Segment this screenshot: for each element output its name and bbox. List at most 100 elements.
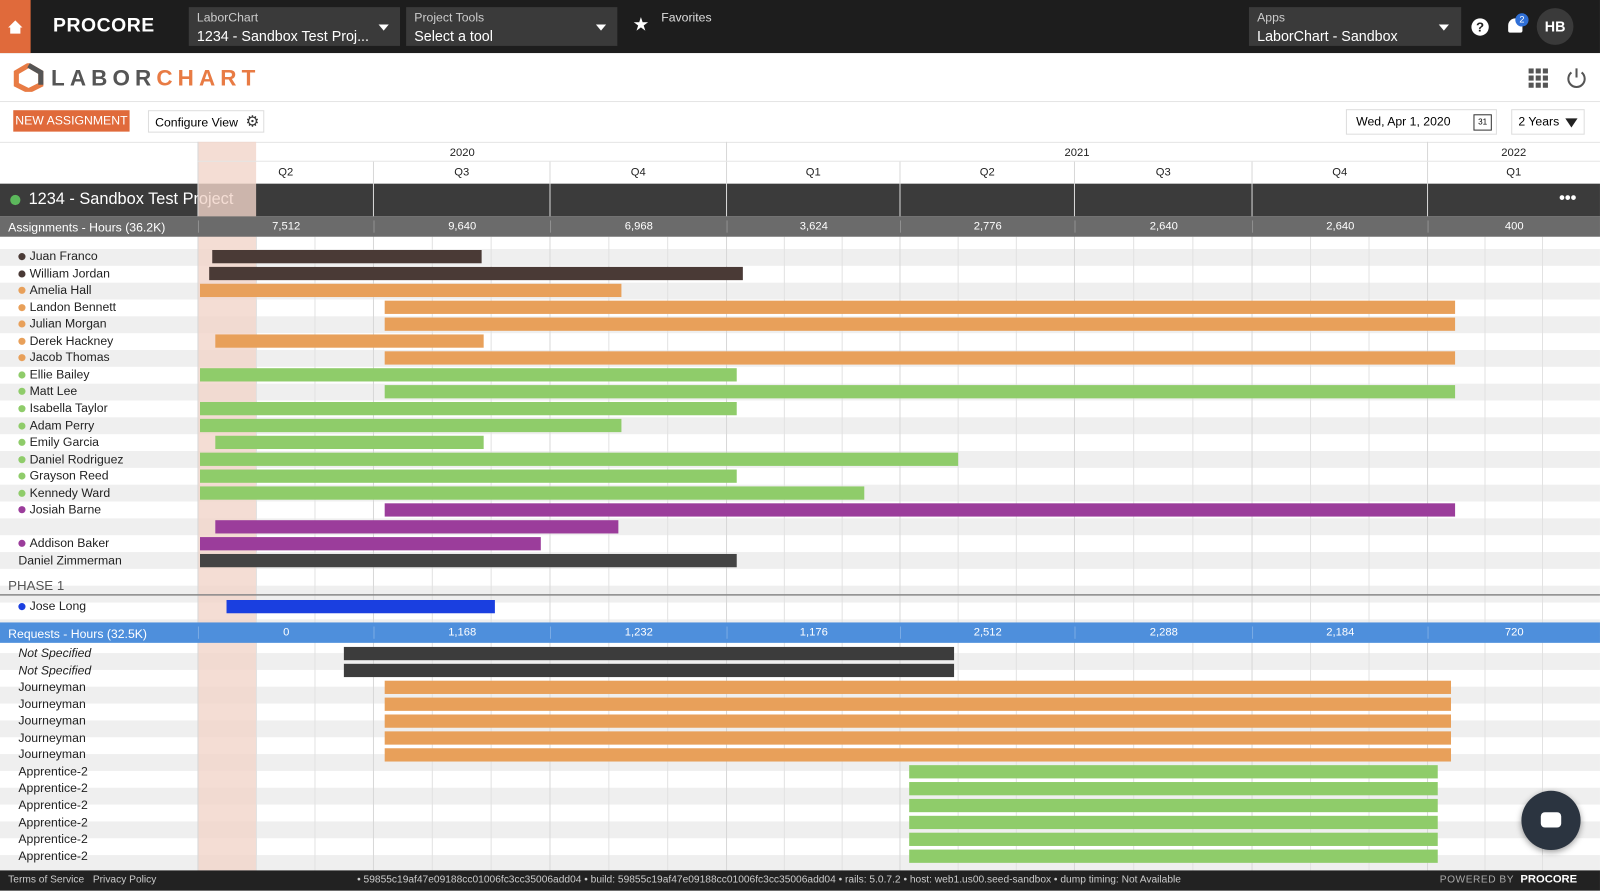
home-button[interactable]	[0, 0, 31, 54]
avatar[interactable]: HB	[1536, 8, 1574, 45]
assignment-bar	[199, 418, 622, 433]
project-select[interactable]: LaborChart 1234 - Sandbox Test Proj...	[188, 7, 400, 46]
power-icon[interactable]	[1565, 66, 1587, 88]
hours-value: 3,624	[726, 220, 900, 233]
quarter-label: Q3	[454, 166, 470, 179]
request-bar	[909, 815, 1438, 830]
assignee-name[interactable]: Adam Perry	[29, 417, 95, 433]
new-assignment-button[interactable]: NEW ASSIGNMENT	[13, 110, 130, 132]
requests-bar-label: Requests - Hours (32.5K)	[8, 626, 148, 641]
status-dot	[18, 489, 26, 497]
status-dot	[18, 388, 26, 396]
assignment-bar	[215, 334, 484, 348]
home-icon	[8, 20, 23, 34]
hours-value: 1,168	[373, 626, 550, 639]
request-name[interactable]: Journeyman	[18, 713, 86, 728]
assignee-name[interactable]: Daniel Rodriguez	[29, 451, 124, 466]
label: Configure View	[155, 115, 238, 130]
star-icon[interactable]: ★	[632, 14, 650, 35]
request-name[interactable]: Apprentice-2	[18, 831, 88, 846]
assignee-name[interactable]: Landon Bennett	[29, 299, 117, 314]
assignment-bar	[199, 283, 622, 298]
status-dot	[18, 438, 26, 446]
terms-link[interactable]: Terms of Service	[8, 874, 85, 886]
caret	[1565, 118, 1578, 128]
request-name[interactable]: Not Specified	[18, 662, 92, 678]
assignee-name[interactable]: Matt Lee	[29, 384, 78, 399]
request-name[interactable]: Journeyman	[18, 696, 86, 711]
request-name[interactable]: Not Specified	[18, 645, 92, 661]
request-name[interactable]: Apprentice-2	[18, 764, 88, 779]
assignee-name[interactable]: William Jordan	[29, 265, 110, 281]
range: 2 Years	[1518, 114, 1560, 129]
value: 1234 - Sandbox Test Proj...	[196, 27, 370, 44]
assignee-name[interactable]: Jose Long	[29, 598, 87, 614]
assignment-bar	[199, 452, 959, 466]
request-bar	[384, 714, 1452, 728]
assignment-bar	[199, 537, 541, 551]
favorites[interactable]: Favorites	[661, 10, 712, 25]
hours-value: 7,512	[197, 220, 374, 233]
hours-value: 2,640	[1074, 220, 1252, 233]
project-menu[interactable]: •••	[1559, 189, 1577, 208]
assignee-name[interactable]: Derek Hackney	[29, 333, 114, 348]
assignee-name[interactable]: Amelia Hall	[29, 282, 92, 298]
request-name[interactable]: Journeyman	[18, 679, 86, 694]
hours-value: 2,288	[1074, 626, 1252, 639]
app-header: LABORCHART	[0, 53, 1600, 103]
request-bar	[384, 731, 1452, 745]
request-name[interactable]: Apprentice-2	[18, 848, 88, 863]
assignee-name[interactable]: Grayson Reed	[29, 468, 109, 483]
assignments-bar	[0, 216, 1600, 237]
assignment-bar	[212, 249, 482, 264]
apps-grid-icon[interactable]	[1528, 68, 1549, 88]
tool-select[interactable]: Project Tools Select a tool	[406, 7, 618, 46]
range-select[interactable]: 2 Years	[1511, 109, 1585, 135]
date-picker[interactable]: Wed, Apr 1, 2020 31	[1345, 109, 1497, 135]
assignee-name[interactable]: Jacob Thomas	[29, 350, 110, 365]
year-label: 2022	[1501, 146, 1527, 160]
assignment-bar	[384, 351, 1456, 365]
hours-value: 2,640	[1252, 220, 1428, 233]
apps-select[interactable]: Apps LaborChart - Sandbox	[1248, 7, 1462, 46]
hours-value: 720	[1427, 626, 1600, 639]
assignee-name[interactable]: Emily Garcia	[29, 434, 99, 450]
help-icon[interactable]: ?	[1471, 18, 1489, 36]
assignment-bar	[209, 266, 743, 281]
caret	[1438, 24, 1449, 31]
assignee-name[interactable]: Ellie Bailey	[29, 367, 90, 382]
assignee-name[interactable]: Isabella Taylor	[29, 400, 108, 416]
footer: Terms of Service Privacy Policy • 59855c…	[0, 870, 1600, 891]
request-name[interactable]: Journeyman	[18, 730, 86, 745]
chat-button[interactable]	[1521, 790, 1581, 850]
assignee-name[interactable]: Julian Morgan	[29, 316, 107, 331]
assignee-name[interactable]: Addison Baker	[29, 536, 110, 551]
build-info: • 59855c19af47e09188cc01006fc3cc35006add…	[357, 874, 1181, 886]
status-dot	[18, 286, 26, 294]
request-name[interactable]: Journeyman	[18, 747, 86, 762]
powered-by: POWERED BY	[1439, 874, 1515, 886]
chat-icon	[1540, 812, 1562, 828]
status-dot	[18, 506, 26, 514]
request-name[interactable]: Apprentice-2	[18, 781, 88, 796]
assignee-name[interactable]: Josiah Barne	[29, 502, 102, 517]
hours-value: 1,176	[726, 626, 900, 639]
assignee-name[interactable]: Juan Franco	[29, 248, 98, 264]
project-name[interactable]: 1234 - Sandbox Test Project	[28, 190, 234, 209]
year-label: 2021	[1064, 146, 1090, 160]
logo-text: LABORCHART	[51, 65, 260, 92]
configure-view-button[interactable]: Configure View ⚙	[147, 110, 265, 133]
status-dot	[18, 455, 26, 463]
status-dot	[18, 337, 26, 345]
notification-count: 2	[1515, 13, 1529, 27]
status-dot	[18, 405, 26, 413]
privacy-link[interactable]: Privacy Policy	[92, 874, 157, 886]
footer-brand: PROCORE	[1520, 873, 1578, 886]
request-name[interactable]: Apprentice-2	[18, 797, 88, 813]
assignee-name[interactable]: Kennedy Ward	[29, 485, 111, 500]
request-bar	[384, 680, 1452, 694]
request-name[interactable]: Apprentice-2	[18, 814, 88, 830]
assignee-name[interactable]: Daniel Zimmerman	[18, 552, 122, 568]
phase-label: PHASE 1	[8, 577, 65, 593]
